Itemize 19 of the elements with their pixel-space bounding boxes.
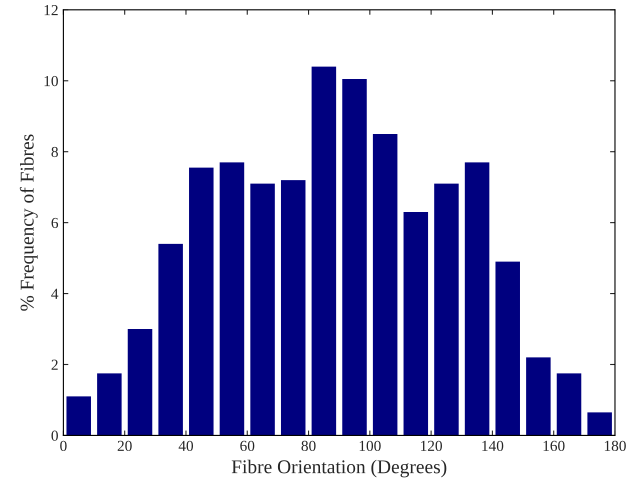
y-axis-title: % Frequency of Fibres bbox=[20, 134, 38, 311]
x-tick-label: 0 bbox=[60, 440, 67, 452]
y-tick-label: 10 bbox=[44, 76, 58, 86]
x-tick-label: 140 bbox=[482, 440, 504, 452]
x-tick-label: 80 bbox=[301, 440, 316, 452]
x-tick-label: 20 bbox=[118, 440, 132, 452]
y-tick-label: 2 bbox=[52, 360, 58, 370]
x-tick-label: 100 bbox=[360, 440, 381, 452]
x-tick-label: 180 bbox=[604, 440, 626, 452]
x-tick-label: 40 bbox=[178, 440, 194, 452]
x-tick-label: 60 bbox=[240, 440, 254, 452]
y-tick-label: 4 bbox=[51, 288, 58, 299]
x-tick-label: 160 bbox=[544, 440, 565, 452]
x-axis-title: Fibre Orientation (Degrees) bbox=[232, 460, 446, 478]
x-tick-label: 120 bbox=[421, 440, 442, 452]
y-tick-label: 0 bbox=[51, 430, 58, 441]
y-tick-label: 6 bbox=[52, 218, 58, 228]
y-tick-label: 12 bbox=[44, 5, 58, 16]
y-tick-label: 8 bbox=[51, 146, 58, 158]
